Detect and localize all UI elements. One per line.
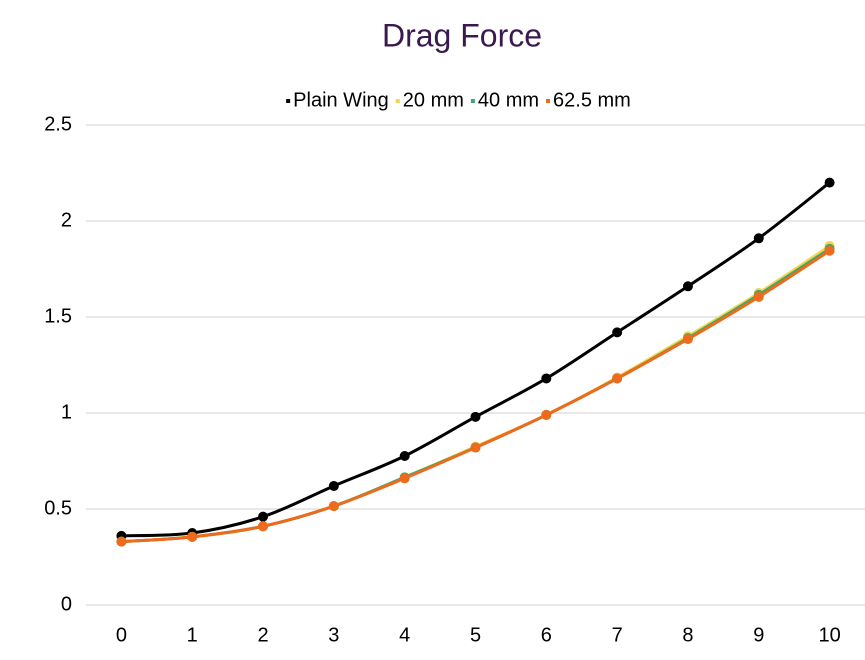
data-point [824,177,835,188]
legend-marker [395,99,400,103]
x-tick-label: 3 [328,624,339,646]
y-tick-label: 2 [61,209,72,231]
x-tick-label: 2 [257,624,268,646]
data-point [470,442,481,453]
data-point [541,373,552,384]
x-tick-label: 6 [541,624,552,646]
legend: Plain Wing 20 mm 40 mm 62.5 mm [286,89,631,111]
data-point [753,291,764,302]
x-tick-label: 10 [818,624,840,646]
legend-label: 20 mm [403,89,464,111]
legend-label: Plain Wing [293,89,389,111]
data-point [612,373,623,384]
legend-item: 62.5 mm [546,89,631,111]
y-tick-label: 0.5 [44,497,72,519]
legend-item: Plain Wing [286,89,389,111]
legend-item: 40 mm [470,89,539,111]
series-line [121,244,831,544]
legend-label: 62.5 mm [553,89,631,111]
legend-marker [286,99,291,103]
data-point [399,473,410,484]
data-point [187,531,198,542]
data-point [753,233,764,244]
series-line [121,249,831,544]
x-tick-label: 9 [753,624,764,646]
y-tick-label: 1.5 [44,305,72,327]
data-point [328,480,339,491]
chart-title: Drag Force [382,17,542,53]
data-point [612,327,623,338]
data-point [824,245,835,256]
data-point [682,334,693,345]
x-tick-label: 5 [470,624,481,646]
legend-label: 40 mm [478,89,539,111]
x-tick-label: 1 [187,624,198,646]
data-point [258,511,269,522]
x-tick-label: 8 [682,624,693,646]
legend-item: 20 mm [395,89,464,111]
x-tick-label: 0 [116,624,127,646]
data-point [541,409,552,420]
series-line [121,247,831,544]
data-point [116,536,127,547]
series-line [121,181,831,538]
data-point [682,281,693,292]
legend-marker [470,99,475,103]
x-tick-label: 7 [612,624,623,646]
data-point [328,501,339,512]
x-tick-label: 4 [399,624,410,646]
data-point [258,521,269,532]
y-tick-label: 1 [61,401,72,423]
grid: 0 0.5 1 1.5 2 2.5 0 1 2 3 4 5 6 7 8 9 10 [44,113,865,646]
y-tick-label: 0 [61,593,72,615]
legend-marker [546,99,551,103]
data-point [470,411,481,422]
y-tick-label: 2.5 [44,113,72,135]
data-point [399,451,410,462]
plot-area [116,177,835,547]
